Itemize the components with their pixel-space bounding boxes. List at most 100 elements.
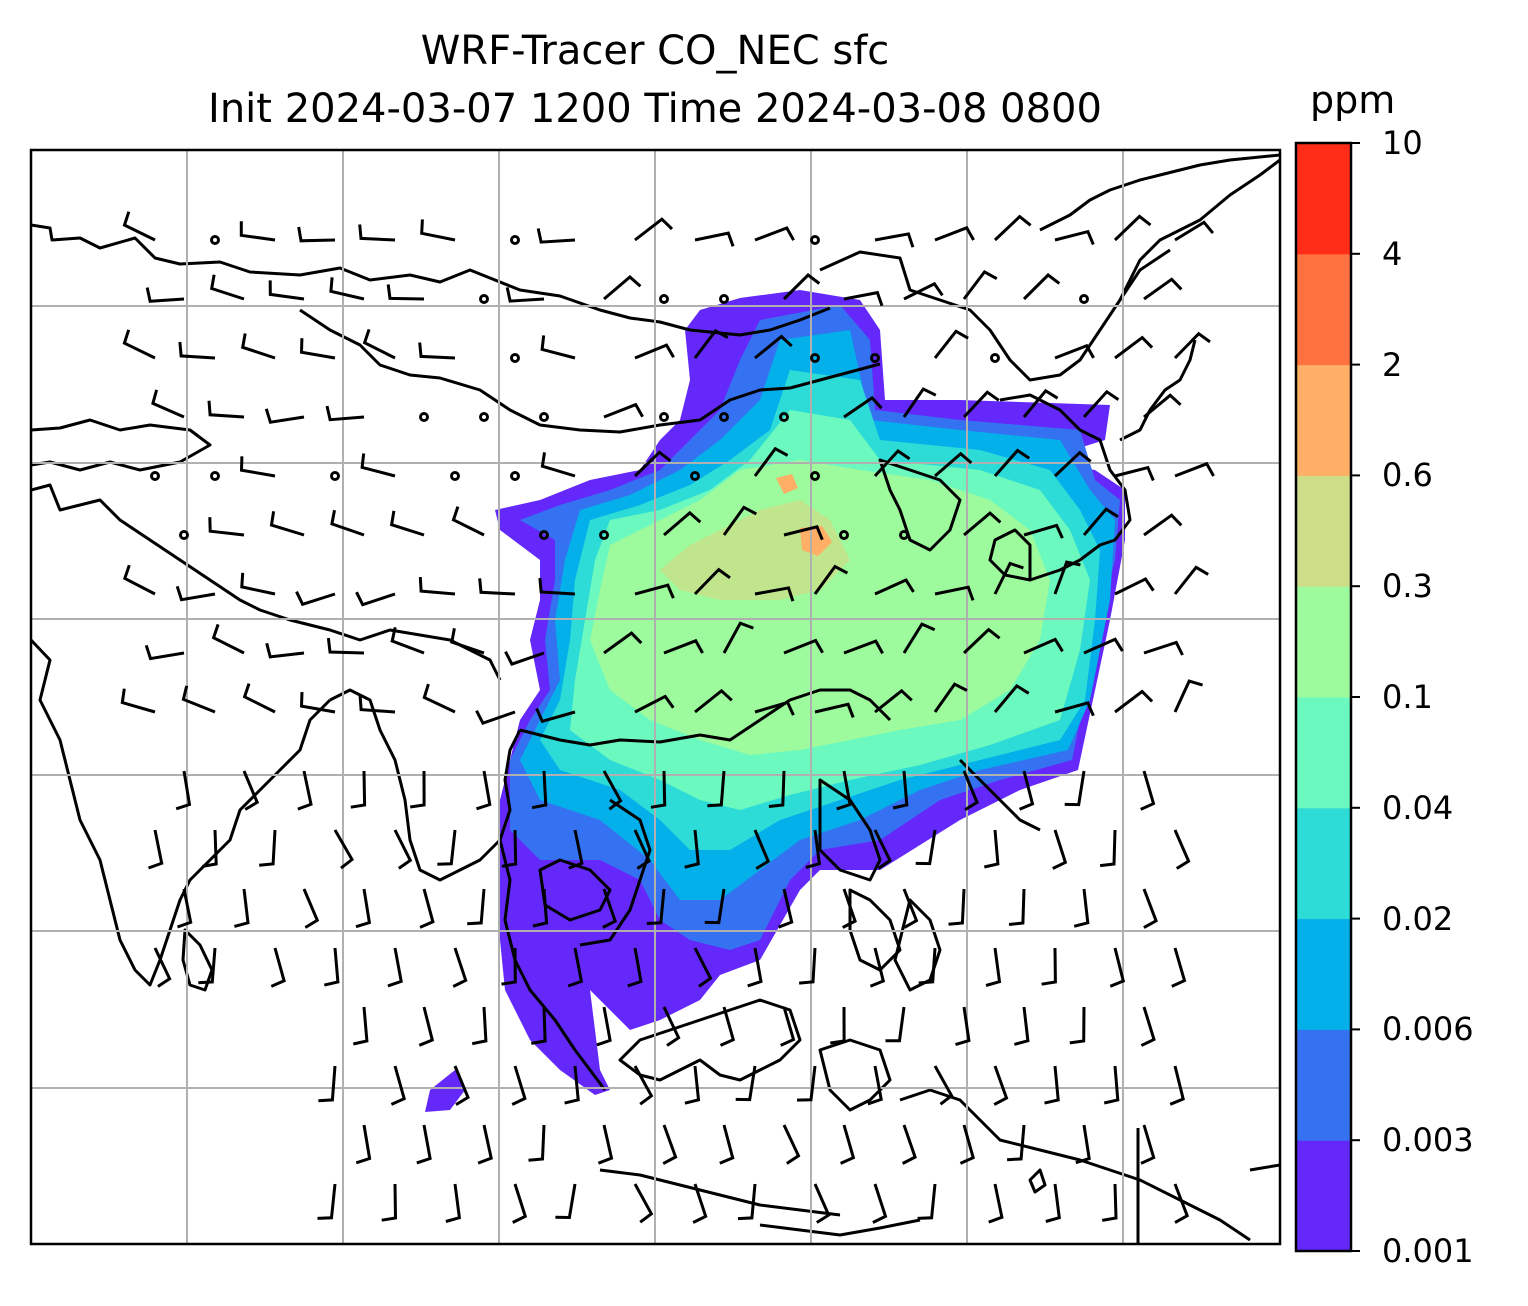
wind-barb bbox=[735, 1065, 757, 1102]
wind-barb bbox=[531, 770, 548, 810]
wind-barb bbox=[885, 1006, 906, 1043]
wind-barb bbox=[662, 1006, 681, 1047]
wind-barb bbox=[297, 226, 336, 243]
wind-barb bbox=[722, 621, 754, 654]
calm-wind-marker bbox=[539, 412, 549, 422]
wind-barb bbox=[120, 688, 156, 714]
wind-barb bbox=[1143, 640, 1184, 656]
conc-band-6 bbox=[590, 460, 1050, 755]
wind-barb bbox=[451, 506, 485, 537]
wind-barb bbox=[264, 408, 305, 424]
calm-wind-marker bbox=[150, 471, 160, 481]
wind-barb bbox=[538, 577, 576, 596]
wind-barb bbox=[754, 700, 795, 716]
wind-barb bbox=[471, 1006, 488, 1046]
wind-barb bbox=[813, 564, 849, 595]
wind-barb bbox=[418, 577, 456, 596]
wind-barb bbox=[501, 829, 518, 868]
wind-barb bbox=[420, 219, 456, 242]
wind-barb bbox=[663, 510, 702, 537]
wind-barb bbox=[147, 829, 164, 870]
wind-barb bbox=[754, 334, 793, 360]
calm-wind-marker bbox=[210, 471, 220, 481]
wind-barb bbox=[564, 1065, 580, 1105]
wind-barb bbox=[362, 328, 396, 360]
wind-barb bbox=[122, 329, 156, 360]
calm-wind-marker bbox=[479, 294, 489, 304]
wind-barb bbox=[603, 631, 643, 655]
wind-barb bbox=[634, 583, 675, 599]
wind-barb bbox=[684, 1065, 701, 1105]
wind-barb bbox=[1142, 888, 1158, 929]
wind-barb bbox=[1083, 637, 1124, 655]
wind-barb bbox=[1140, 770, 1156, 811]
wind-barb bbox=[1082, 389, 1120, 419]
wind-barb bbox=[1109, 947, 1126, 988]
wind-barb bbox=[208, 517, 245, 537]
wind-barb bbox=[477, 1124, 493, 1165]
calm-wind-marker bbox=[539, 530, 549, 540]
wind-barb bbox=[918, 947, 937, 985]
wind-barb bbox=[445, 1183, 462, 1223]
wind-barb bbox=[1073, 888, 1090, 928]
wind-barb bbox=[211, 623, 245, 655]
wind-barb bbox=[597, 1124, 614, 1165]
wind-barb bbox=[843, 290, 884, 307]
wind-barb bbox=[873, 829, 892, 870]
wind-barb bbox=[693, 328, 729, 359]
colorbar-tick-label: 0.3 bbox=[1382, 567, 1433, 606]
conc-band-1-patch bbox=[425, 1070, 465, 1112]
wind-barb bbox=[955, 1006, 971, 1047]
wind-barb bbox=[839, 1124, 856, 1165]
wind-barb bbox=[450, 628, 485, 655]
wind-barb bbox=[634, 694, 675, 714]
wind-barb bbox=[1173, 331, 1211, 360]
wind-barb bbox=[934, 225, 975, 242]
wind-barb bbox=[902, 387, 937, 418]
calm-wind-marker bbox=[510, 235, 520, 245]
wind-barb bbox=[1053, 560, 1081, 595]
wind-barb bbox=[532, 888, 549, 928]
wind-barb bbox=[814, 702, 855, 718]
wind-barb bbox=[627, 947, 643, 988]
wind-barb bbox=[988, 1183, 1004, 1224]
wind-barb bbox=[1023, 637, 1064, 655]
wind-barb bbox=[360, 453, 396, 478]
colorbar-unit-label: ppm bbox=[1310, 78, 1396, 122]
wind-barb bbox=[1143, 277, 1183, 301]
wind-barb bbox=[358, 224, 396, 242]
wind-barb bbox=[633, 1065, 654, 1106]
wind-barb bbox=[646, 888, 666, 925]
wind-barb bbox=[633, 829, 652, 870]
wind-barb bbox=[297, 770, 313, 811]
calm-wind-marker bbox=[810, 471, 820, 481]
wind-barb bbox=[1007, 1124, 1026, 1162]
wind-barb bbox=[933, 329, 969, 359]
wind-barb bbox=[302, 888, 320, 929]
wind-barb bbox=[418, 1006, 435, 1047]
wind-barb bbox=[1143, 513, 1183, 537]
wind-barb bbox=[144, 644, 185, 661]
wind-barb bbox=[650, 770, 667, 809]
wind-barb bbox=[476, 770, 492, 811]
colorbar-tick-label: 4 bbox=[1382, 234, 1403, 273]
wind-barb bbox=[707, 770, 726, 808]
wind-barb bbox=[393, 829, 413, 870]
calm-wind-marker bbox=[179, 530, 189, 540]
wind-barb bbox=[350, 770, 367, 809]
wind-barb bbox=[270, 947, 286, 988]
wind-barb bbox=[1044, 1065, 1060, 1105]
wind-barb bbox=[1014, 1006, 1030, 1046]
wind-barb bbox=[753, 446, 789, 477]
wind-barb bbox=[122, 211, 156, 242]
wind-barb bbox=[719, 1006, 736, 1047]
wind-barb bbox=[596, 1006, 612, 1047]
calm-wind-marker bbox=[690, 471, 700, 481]
wind-barb bbox=[355, 1124, 372, 1165]
calm-wind-marker bbox=[839, 530, 849, 540]
wind-barb bbox=[873, 449, 911, 478]
wind-barb bbox=[874, 688, 913, 714]
wind-barb bbox=[418, 342, 456, 360]
wind-barb bbox=[662, 1124, 678, 1165]
calm-wind-marker bbox=[330, 471, 340, 481]
